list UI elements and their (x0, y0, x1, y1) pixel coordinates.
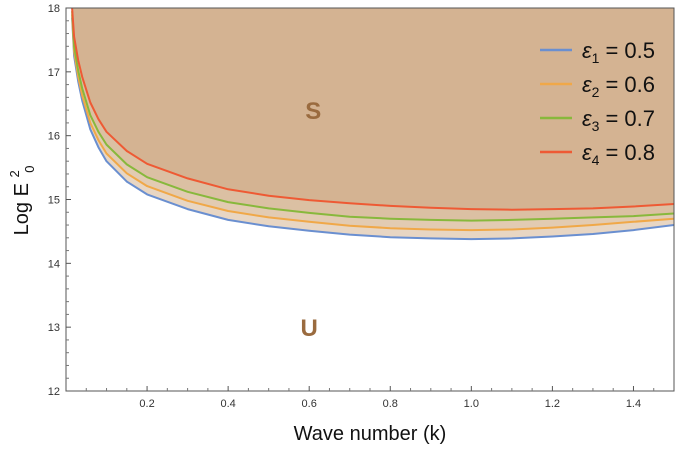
x-tick-label-2: 0.6 (302, 398, 317, 410)
series-lines (71, 8, 674, 241)
x-tick-label-1: 0.4 (220, 398, 235, 410)
x-axis-ticks: 0.2 0.4 0.6 0.8 1.0 1.2 1.4 (85, 386, 655, 410)
stable-region-label: S (305, 98, 321, 125)
y-axis-label-subscript: 0 (22, 165, 37, 172)
x-tick-label-0: 0.2 (139, 398, 154, 410)
x-axis-label: Wave number (k) (294, 423, 447, 445)
y-tick-label-4: 16 (48, 131, 60, 143)
x-tick-label-3: 0.8 (383, 398, 398, 410)
series-line-4 (71, 8, 674, 211)
unstable-region-label: U (301, 315, 318, 342)
stable-region-fill (72, 8, 674, 210)
legend: ε1 = 0.5 ε2 = 0.6 ε3 = 0.7 ε4 = 0.8 (540, 38, 655, 168)
y-tick-label-1: 13 (48, 322, 60, 334)
y-axis-ticks: 12 13 14 15 16 17 18 (48, 3, 71, 398)
y-tick-label-0: 12 (48, 386, 60, 398)
x-tick-label-4: 1.0 (464, 398, 479, 410)
x-tick-label-5: 1.2 (545, 398, 560, 410)
legend-entry-4: ε4 = 0.8 (582, 140, 655, 168)
series-line-1 (71, 17, 674, 241)
legend-entry-1: ε1 = 0.5 (582, 38, 655, 66)
series-line-2 (71, 14, 674, 232)
legend-entry-3: ε3 = 0.7 (582, 106, 655, 134)
y-tick-label-5: 17 (48, 67, 60, 79)
y-tick-label-6: 18 (48, 3, 60, 15)
y-axis-label-base: Log E (11, 183, 33, 235)
series-line-3 (71, 11, 674, 222)
y-tick-label-2: 14 (48, 258, 60, 270)
x-tick-label-6: 1.4 (626, 398, 641, 410)
y-tick-label-3: 15 (48, 195, 60, 207)
legend-entry-2: ε2 = 0.6 (582, 72, 655, 100)
regions (72, 8, 674, 240)
y-axis-label-superscript: 2 (7, 170, 22, 177)
svg-text:Log E 2 0: Log E 2 0 (2, 165, 37, 236)
y-axis-label: Log E 2 0 (2, 165, 37, 236)
